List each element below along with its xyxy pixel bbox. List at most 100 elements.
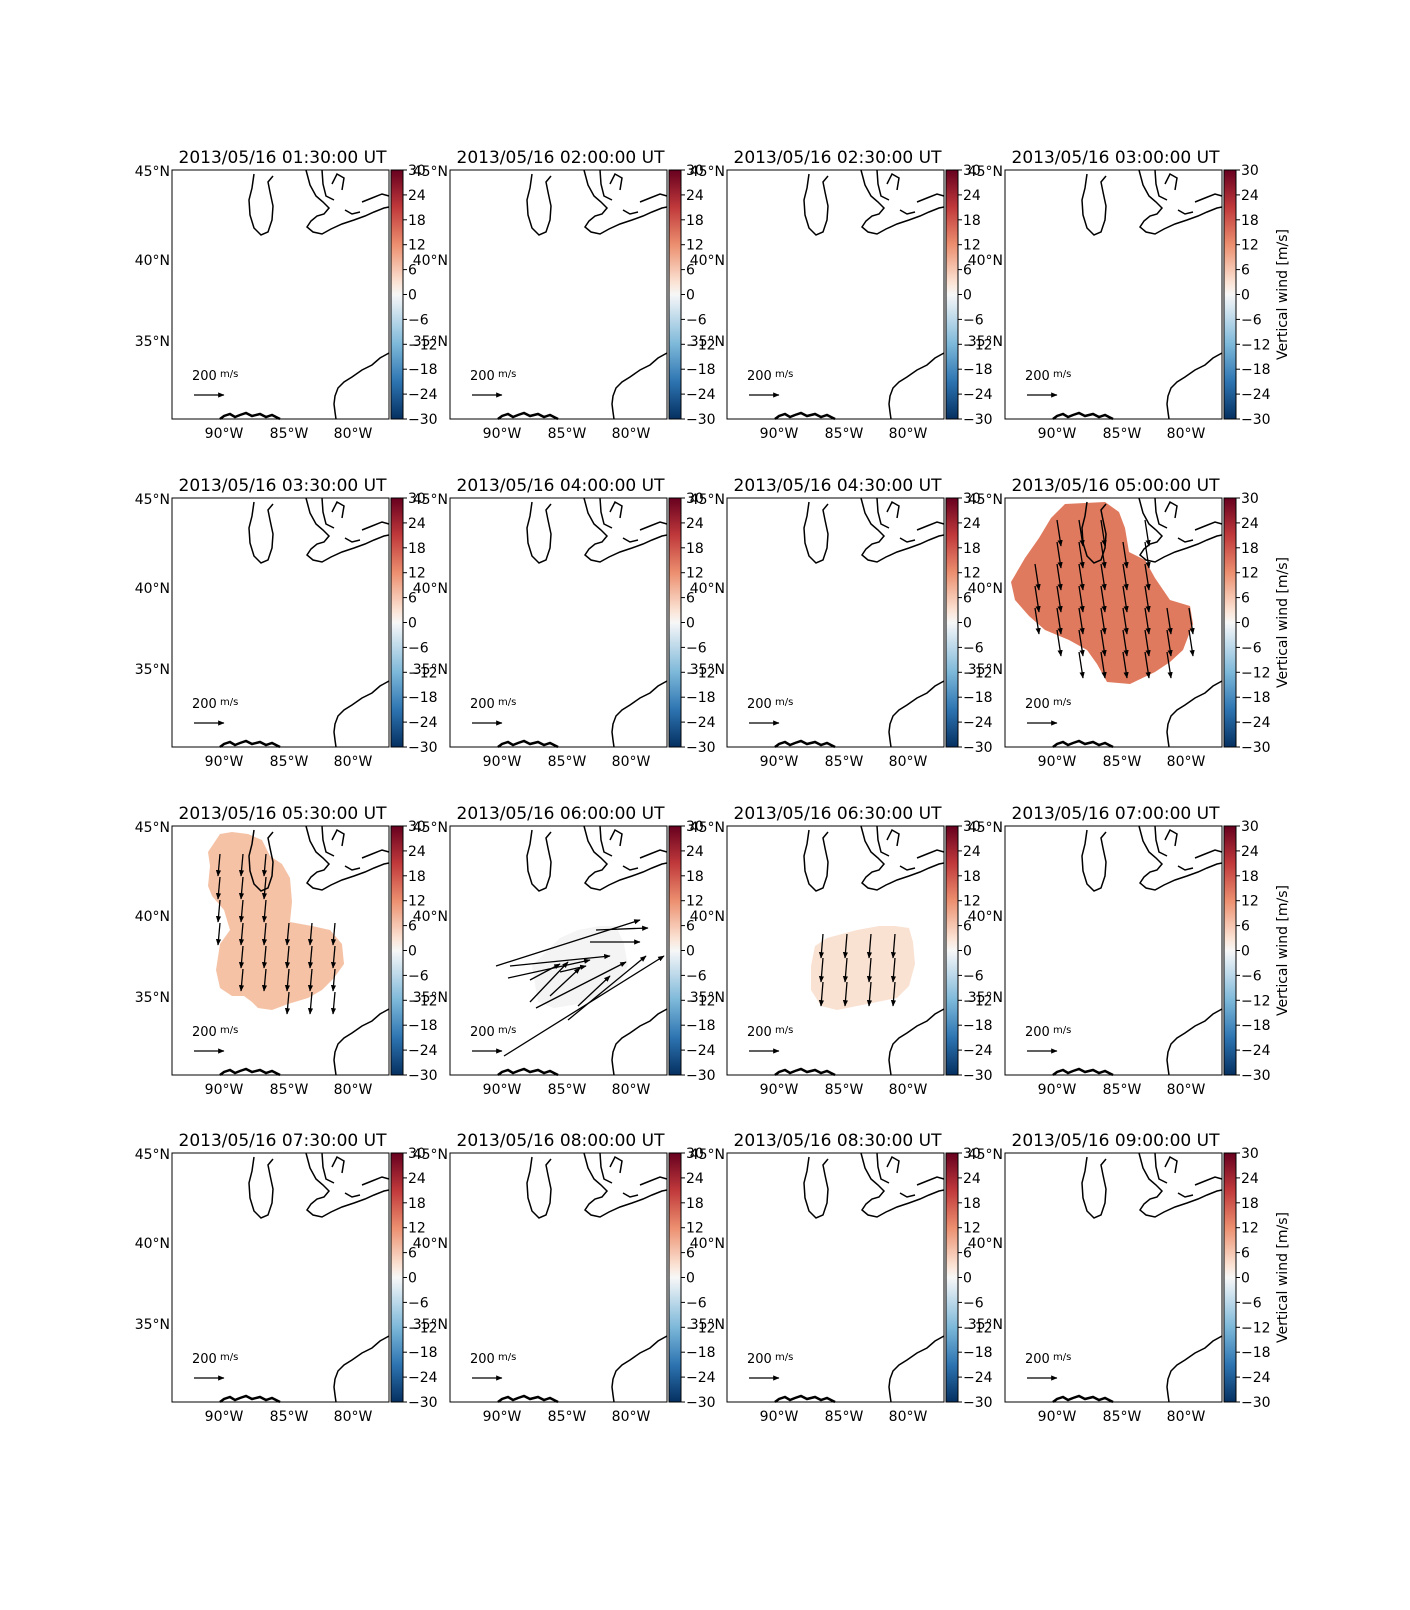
latitude-label: 45°N — [968, 820, 1003, 836]
wind-arrow — [238, 922, 245, 946]
colorbar-tick-label: −24 — [408, 1043, 438, 1059]
latitude-label: 35°N — [690, 334, 725, 350]
wind-arrow — [1078, 563, 1085, 591]
wind-arrow — [1056, 585, 1063, 613]
map-frame — [449, 497, 668, 748]
wind-arrow — [1034, 607, 1041, 635]
colorbar-tick-label: 12 — [686, 566, 704, 582]
colorbar-tick-label: 0 — [1241, 288, 1250, 304]
coastlines — [774, 169, 945, 421]
colorbar-tick-label: −18 — [963, 362, 993, 378]
great-lakes-coast — [860, 825, 945, 891]
atlantic-coast — [1166, 1008, 1223, 1076]
atlantic-coast — [611, 1008, 668, 1076]
colorbar-tick-label: 6 — [1241, 919, 1250, 935]
colorbar-tick-label: −30 — [1241, 1395, 1271, 1411]
reference-vector-unit: m/s — [498, 1352, 516, 1363]
colorbar-tick-label: 12 — [1241, 238, 1259, 254]
colorbar-tick-label: 6 — [1241, 263, 1250, 279]
atlantic-coast — [888, 352, 945, 420]
wind-arrow — [866, 981, 873, 1007]
latitude-label: 35°N — [413, 990, 448, 1006]
colorbar-tick-label: 12 — [408, 1221, 426, 1237]
colorbar-tick-label: 0 — [408, 616, 417, 632]
colorbar-tick-label: −30 — [408, 412, 438, 428]
longitude-label: 80°W — [612, 754, 651, 770]
colorbar-label: Vertical wind [m/s] — [1275, 229, 1291, 360]
great-lakes-coast — [305, 497, 390, 563]
wind-arrow — [1056, 563, 1063, 591]
longitude-label: 80°W — [334, 1409, 373, 1425]
wind-arrow — [1122, 629, 1129, 657]
colorbar-tick-label: 12 — [963, 1221, 981, 1237]
colorbar-tick-label: −18 — [686, 362, 716, 378]
colorbar-tick-label: 24 — [1241, 844, 1259, 860]
reference-vector-label: 200 — [192, 1025, 217, 1040]
colorbar-tick-label: 12 — [963, 894, 981, 910]
colorbar-tick-label: −24 — [1241, 715, 1271, 731]
colorbar-tick-label: 30 — [686, 491, 704, 507]
panel-title: 2013/05/16 02:30:00 UT — [734, 148, 943, 168]
reference-vector-label: 200 — [1025, 369, 1050, 384]
reference-vector-unit: m/s — [1053, 1352, 1071, 1363]
colorbar — [390, 825, 404, 1076]
map-frame — [726, 497, 945, 748]
colorbar-tick-label: 12 — [408, 238, 426, 254]
latitude-label: 40°N — [135, 581, 170, 597]
wind-arrow — [1034, 563, 1041, 591]
colorbar-tick-label: −12 — [1241, 337, 1271, 353]
colorbar-tick-label: −24 — [686, 715, 716, 731]
colorbar-tick-label: −30 — [963, 1068, 993, 1084]
lake-michigan — [526, 1156, 552, 1219]
reference-vector-unit: m/s — [775, 697, 793, 708]
colorbar-tick-label: −30 — [686, 740, 716, 756]
reference-vector-unit: m/s — [220, 697, 238, 708]
wind-arrow — [1078, 629, 1085, 657]
latitude-label: 35°N — [135, 1317, 170, 1333]
wind-arrow — [1034, 585, 1041, 613]
colorbar-tick-label: 30 — [963, 163, 981, 179]
latitude-label: 35°N — [968, 1317, 1003, 1333]
longitude-label: 80°W — [889, 754, 928, 770]
colorbar-tick-label: 30 — [408, 819, 426, 835]
wind-arrow — [529, 963, 561, 981]
coastlines — [774, 1152, 945, 1404]
coastlines — [1052, 169, 1223, 421]
wind-arrow — [1056, 629, 1063, 657]
atlantic-coast — [1166, 680, 1223, 748]
coastlines — [219, 825, 390, 1077]
colorbar-tick-label: −12 — [408, 1320, 438, 1336]
colorbar — [1223, 825, 1237, 1076]
longitude-label: 90°W — [1038, 1082, 1077, 1098]
colorbar-tick-label: 18 — [963, 213, 981, 229]
wind-arrow — [1144, 607, 1151, 635]
colorbar-tick-label: 6 — [686, 591, 695, 607]
latitude-label: 35°N — [413, 662, 448, 678]
latitude-label: 40°N — [413, 581, 448, 597]
coastlines — [497, 825, 668, 1077]
lake-michigan — [526, 501, 552, 564]
gulf-coast — [1052, 411, 1114, 421]
wind-vectors — [1034, 519, 1195, 679]
longitude-label: 85°W — [270, 754, 309, 770]
reference-vector-label: 200 — [192, 1352, 217, 1367]
colorbar-tick-label: 12 — [408, 894, 426, 910]
panel-title: 2013/05/16 05:30:00 UT — [179, 804, 388, 824]
wind-arrow — [1056, 519, 1063, 547]
wind-arrow — [1078, 541, 1085, 569]
atlantic-coast — [888, 1008, 945, 1076]
colorbar — [1223, 497, 1237, 748]
colorbar-tick-label: −30 — [686, 1395, 716, 1411]
wind-arrow — [330, 945, 337, 969]
reference-vector-unit: m/s — [775, 369, 793, 380]
colorbar-tick-label: 0 — [408, 288, 417, 304]
wind-arrow — [261, 922, 268, 946]
latitude-label: 40°N — [413, 909, 448, 925]
coastlines — [219, 169, 390, 421]
panel-title: 2013/05/16 03:30:00 UT — [179, 476, 388, 496]
reference-vector-label: 200 — [470, 697, 495, 712]
map-frame — [171, 169, 390, 420]
latitude-label: 40°N — [690, 253, 725, 269]
map-panel: 200 m/s 2013/05/16 03:00:00 UT 45°N 40°N 35°N… — [968, 148, 1223, 442]
wind-arrow — [549, 967, 581, 997]
